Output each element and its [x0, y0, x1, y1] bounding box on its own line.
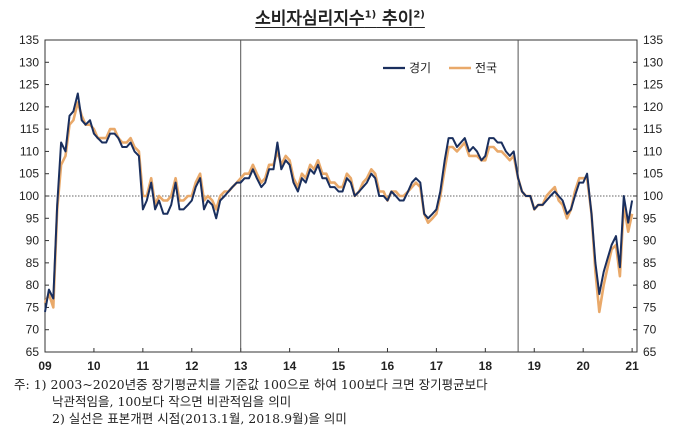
x-axis: 09 10 11 12 13 14 15 16 17 18 19 20 21 — [38, 348, 639, 373]
title-text-2: 추이 — [376, 9, 414, 29]
footnote-row-3: 2) 실선은 표본개편 시점(2013.1월, 2018.9월)을 의미 — [14, 410, 674, 427]
legend-label-national: 전국 — [475, 61, 497, 75]
series-line-gyeonggi — [44, 92, 634, 313]
x-tick-label: 19 — [528, 359, 542, 373]
title-text: 소비자심리지수 — [255, 9, 365, 29]
y-tick-label-right: 80 — [643, 278, 657, 292]
y-tick-label-right: 130 — [643, 55, 663, 69]
y-tick-label-left: 115 — [20, 122, 39, 136]
y-tick-label-left: 100 — [19, 189, 39, 203]
footnote-2: 2) 실선은 표본개편 시점(2013.1월, 2018.9월)을 의미 — [52, 411, 347, 426]
y-tick-label-left: 95 — [26, 211, 40, 225]
y-tick-label-left: 70 — [26, 323, 40, 337]
footnote-1-cont: 낙관적임을, 100보다 작으면 비관적임을 의미 — [52, 394, 292, 409]
title-footnote-1: 1) — [364, 9, 377, 21]
x-tick-label: 18 — [479, 359, 493, 373]
x-tick-label: 12 — [185, 359, 199, 373]
y-tick-label-right: 90 — [643, 234, 657, 248]
y-tick-label-right: 100 — [643, 189, 663, 203]
y-axis-right: 65 70 75 80 85 90 95 100 105 110 115 120 125 130 135 — [633, 33, 663, 359]
line-chart: 65 70 75 80 85 90 95 100 105 110 115 120 125 130 135 6… — [19, 33, 663, 373]
y-tick-label-right: 120 — [643, 100, 663, 114]
y-tick-label-right: 95 — [643, 211, 657, 225]
title-footnote-2: 2) — [413, 9, 425, 21]
y-tick-label-right: 115 — [643, 122, 662, 136]
y-tick-label-left: 105 — [19, 167, 39, 181]
y-tick-label-right: 105 — [643, 167, 663, 181]
x-tick-label: 20 — [577, 359, 591, 373]
y-tick-label-left: 65 — [26, 345, 40, 359]
x-tick-label: 10 — [87, 359, 101, 373]
footnote-1: 1) 2003~2020년중 장기평균치를 기준값 100으로 하여 100보다… — [33, 377, 488, 392]
chart-title: 소비자심리지수1) 추이2) — [0, 4, 680, 29]
y-tick-label-right: 70 — [643, 323, 657, 337]
y-tick-label-left: 85 — [26, 256, 40, 270]
x-tick-label: 09 — [38, 359, 52, 373]
y-tick-label-right: 65 — [643, 345, 657, 359]
y-tick-label-right: 110 — [643, 144, 662, 158]
x-tick-label: 15 — [332, 359, 346, 373]
y-tick-label-right: 135 — [643, 33, 663, 47]
x-tick-label: 17 — [430, 359, 444, 373]
y-tick-label-left: 130 — [19, 55, 39, 69]
x-tick-label: 11 — [137, 359, 150, 373]
y-tick-label-left: 135 — [19, 33, 39, 47]
x-tick-label: 13 — [234, 359, 248, 373]
x-tick-label: 16 — [381, 359, 395, 373]
x-tick-label: 14 — [283, 359, 297, 373]
footnote-row-1: 주: 1) 2003~2020년중 장기평균치를 기준값 100으로 하여 10… — [14, 376, 674, 393]
y-tick-label-left: 80 — [26, 278, 40, 292]
legend-label-gyeonggi: 경기 — [409, 61, 431, 75]
y-tick-label-left: 120 — [19, 100, 39, 114]
footnotes: 주: 1) 2003~2020년중 장기평균치를 기준값 100으로 하여 10… — [14, 376, 674, 427]
footnote-label: 주: — [14, 377, 30, 392]
y-axis-left: 65 70 75 80 85 90 95 100 105 110 115 120 125 130 135 — [19, 33, 49, 359]
y-tick-label-right: 75 — [643, 300, 657, 314]
y-tick-label-left: 125 — [19, 78, 39, 92]
y-tick-label-left: 90 — [26, 234, 40, 248]
x-tick-label: 21 — [625, 359, 639, 373]
y-tick-label-left: 110 — [20, 144, 39, 158]
reference-lines — [45, 40, 637, 352]
series-group — [43, 92, 634, 314]
y-tick-label-left: 75 — [26, 300, 40, 314]
y-tick-label-right: 125 — [643, 78, 663, 92]
legend: 경기 전국 — [383, 61, 497, 75]
series-line-national — [43, 101, 634, 314]
y-tick-label-right: 85 — [643, 256, 657, 270]
footnote-row-2: 낙관적임을, 100보다 작으면 비관적임을 의미 — [14, 393, 674, 410]
